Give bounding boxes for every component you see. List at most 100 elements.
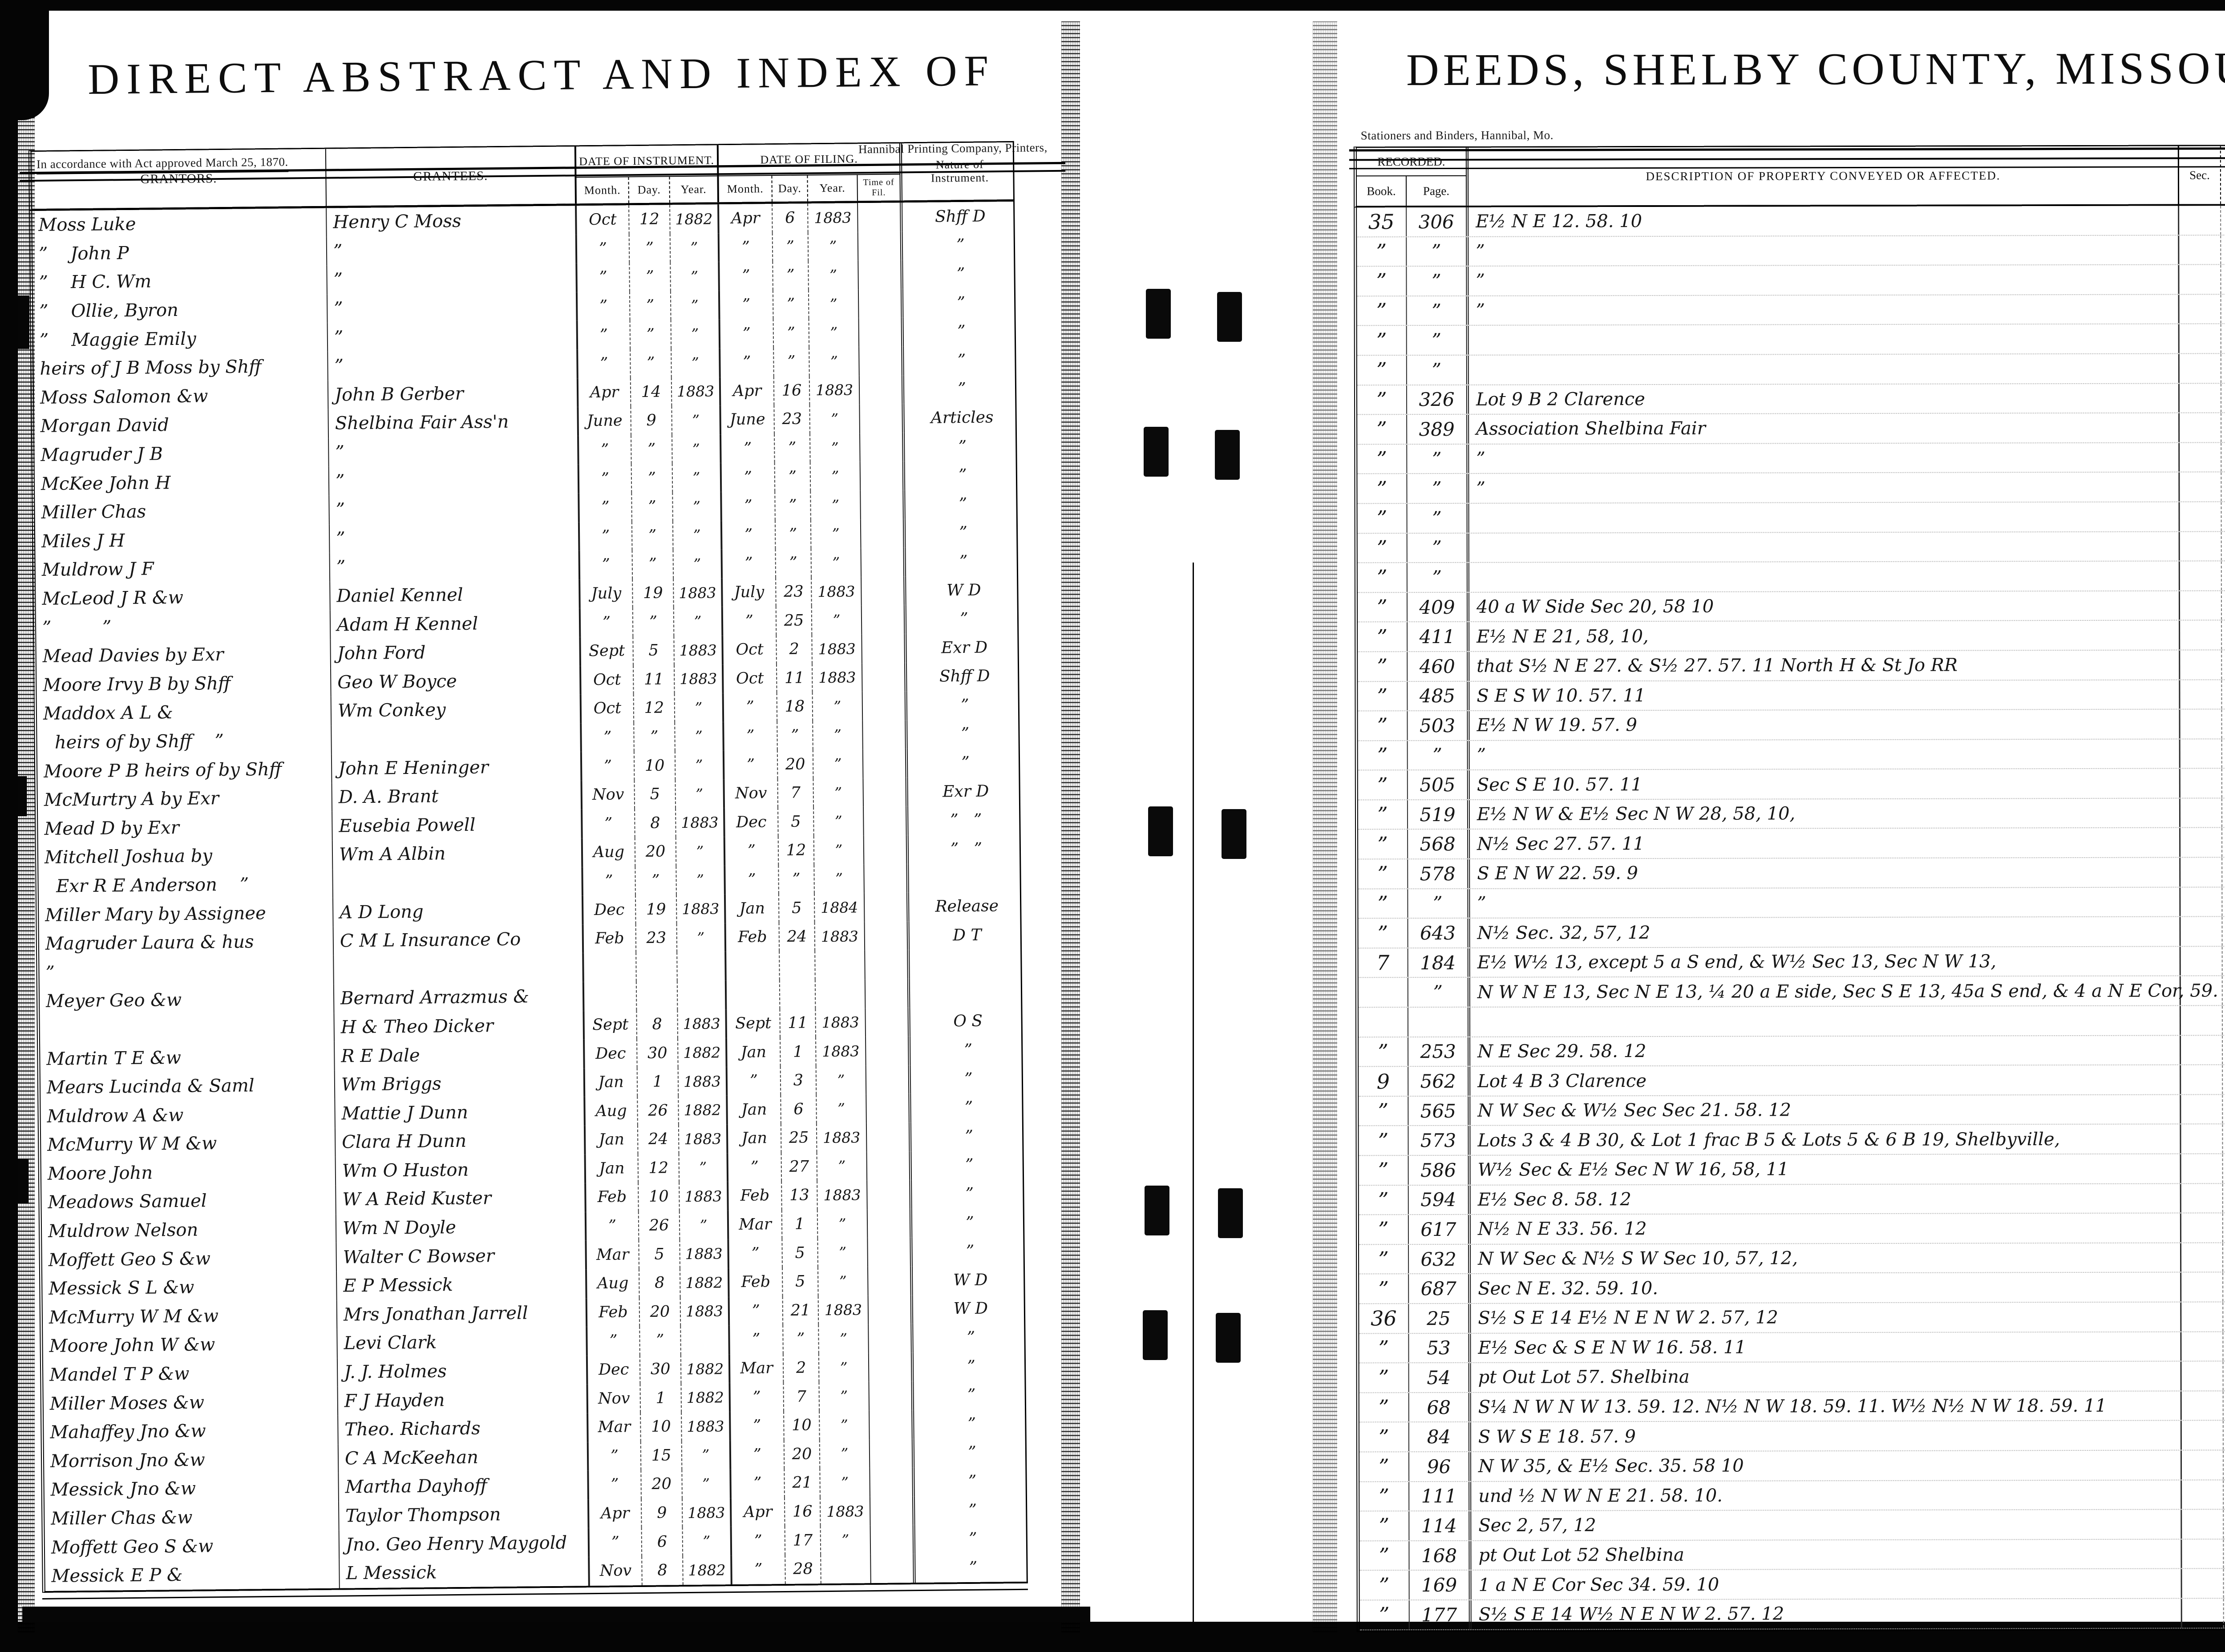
inst-year-cell: 1883: [677, 1067, 726, 1096]
filing-month-cell: ”: [725, 1066, 781, 1096]
inst-year-cell: ”: [678, 1153, 727, 1182]
inst-year-cell: [676, 952, 725, 981]
book-cell: ”: [1377, 832, 1388, 857]
twp-cell: [2221, 1006, 2225, 1035]
time-of-filing-cell: [866, 1093, 909, 1123]
filing-year-cell: ”: [813, 806, 863, 836]
filing-day-cell: 21: [782, 1296, 818, 1325]
grantee-cell: John E Heninger: [331, 752, 581, 783]
page-cell: 389: [1406, 415, 1467, 444]
nature-cell: ”: [902, 431, 1020, 462]
time-of-filing-cell: [858, 260, 901, 290]
grantor-cell: Martin T E &w: [46, 1047, 182, 1069]
book-cell: ”: [1377, 891, 1388, 916]
time-of-filing-cell: [868, 1352, 911, 1382]
inst-year-cell: 1883: [673, 664, 722, 694]
table-row: ” 253 N E Sec 29. 58. 12: [1359, 1035, 2225, 1067]
inst-day-cell: 10: [638, 1182, 679, 1211]
twp-cell: [2221, 858, 2225, 887]
table-row: ” 687 Sec N E. 32. 59. 10.: [1359, 1272, 2225, 1304]
time-of-filing-cell: [863, 892, 907, 922]
description-cell: pt Out Lot 57. Shelbina: [1468, 1361, 2180, 1392]
filing-year-cell: 1883: [817, 1180, 867, 1210]
filing-year-cell: ”: [807, 231, 858, 261]
filing-year-cell: ”: [819, 1410, 869, 1440]
scan-edge-mark: [18, 296, 29, 349]
filing-month-cell: Apr: [717, 204, 772, 233]
description-cell: Lots 3 & 4 B 30, & Lot 1 frac B 5 & Lots…: [1468, 1124, 2180, 1155]
page-cell: 562: [1408, 1067, 1468, 1096]
inst-day-cell: ”: [628, 233, 670, 263]
inst-month-cell: ”: [577, 464, 631, 494]
page-cell: 177: [1408, 1600, 1469, 1629]
description-cell: S E S W 10. 57. 11: [1467, 680, 2179, 710]
book-cell: ”: [1376, 388, 1387, 412]
nature-cell: ”: [902, 460, 1021, 490]
nature-cell: ”: [903, 546, 1022, 577]
inst-day-cell: 9: [640, 1498, 682, 1528]
sec-cell: [2178, 235, 2221, 264]
table-row: ” ” ”: [1358, 739, 2225, 771]
page-cell: 503: [1407, 711, 1467, 740]
sec-cell: [2180, 1035, 2222, 1065]
sec-cell: [2179, 798, 2222, 827]
scan-edge-mark: [18, 1159, 28, 1203]
grantee-cell: ”: [326, 263, 576, 295]
table-row: ” 169 1 a N E Cor Sec 34. 59. 10: [1359, 1568, 2225, 1601]
nature-cell: W D: [903, 575, 1022, 605]
grantor-cell: Messick E P &: [51, 1565, 183, 1587]
filing-day-cell: [779, 951, 815, 980]
filing-month-cell: ”: [717, 232, 773, 262]
book-cell: ”: [1377, 595, 1388, 620]
grantor-cell: ” John P: [38, 243, 129, 264]
twp-cell: [2221, 946, 2225, 976]
description-cell: S½ S E 14 E½ N E N W 2. 57, 12: [1468, 1302, 2180, 1333]
sec-cell: [2180, 1154, 2222, 1183]
grantor-cell: Miller Moses &w: [49, 1392, 205, 1414]
filing-year-cell: 1883: [816, 1123, 866, 1152]
inst-year-cell: ”: [673, 607, 722, 636]
page-cell: ”: [1407, 741, 1467, 770]
page-cell: 617: [1408, 1215, 1468, 1244]
filing-month-cell: ”: [730, 1526, 785, 1556]
filing-day-cell: 25: [775, 606, 812, 635]
date-of-instrument-header: DATE OF INSTRUMENT.: [574, 145, 717, 178]
filing-day-cell: 7: [783, 1382, 819, 1411]
book-cell: ”: [1377, 654, 1388, 679]
inst-month-cell: July: [578, 579, 632, 608]
sec-cell: [2179, 709, 2221, 739]
filing-day-cell: ”: [774, 462, 810, 492]
filing-day-cell: ”: [773, 433, 810, 463]
time-of-filing-cell: [864, 950, 907, 980]
grantee-cell: ”: [327, 320, 577, 352]
page-cell: 519: [1407, 800, 1468, 829]
book-cell: ”: [1376, 447, 1388, 471]
inst-year-cell: ”: [672, 434, 720, 464]
filing-year-cell: ”: [810, 490, 860, 520]
twp-cell: [2220, 354, 2225, 383]
filing-year-cell: ”: [813, 864, 864, 894]
grantor-index-rows: Moss Luke Henry C Moss Oct 12 1882 Apr 6…: [29, 201, 1031, 1593]
description-cell: pt Out Lot 52 Shelbina: [1468, 1539, 2181, 1570]
book-cell: ”: [1378, 1188, 1389, 1212]
twp-cell: [2221, 709, 2225, 739]
filing-day-cell: 28: [785, 1555, 821, 1584]
filing-day-cell: 5: [781, 1267, 818, 1296]
table-row: ” 53 E½ Sec & S E N W 16. 58. 11: [1359, 1332, 2225, 1364]
grantor-cell: Meyer Geo &w: [45, 990, 182, 1012]
time-of-filing-cell: [868, 1381, 912, 1411]
inst-year-cell: ”: [682, 1526, 731, 1556]
filing-year-cell: ”: [813, 778, 863, 807]
grantor-cell: Mahaffey Jno &w: [50, 1421, 206, 1443]
binding-hole: [1217, 292, 1242, 342]
binding-hole: [1215, 430, 1240, 480]
sec-cell: [2178, 472, 2221, 502]
twp-cell: [2220, 265, 2225, 294]
inst-month-cell: Oct: [579, 665, 633, 695]
filing-month-cell: Feb: [724, 922, 779, 952]
twp-cell: [2222, 1272, 2225, 1302]
description-header: DESCRIPTION OF PROPERTY CONVEYED OR AFFE…: [1465, 146, 2178, 206]
inst-month-cell: Sept: [583, 1010, 637, 1040]
filing-day-cell: 16: [784, 1497, 820, 1526]
filing-month-cell: ”: [723, 836, 778, 866]
